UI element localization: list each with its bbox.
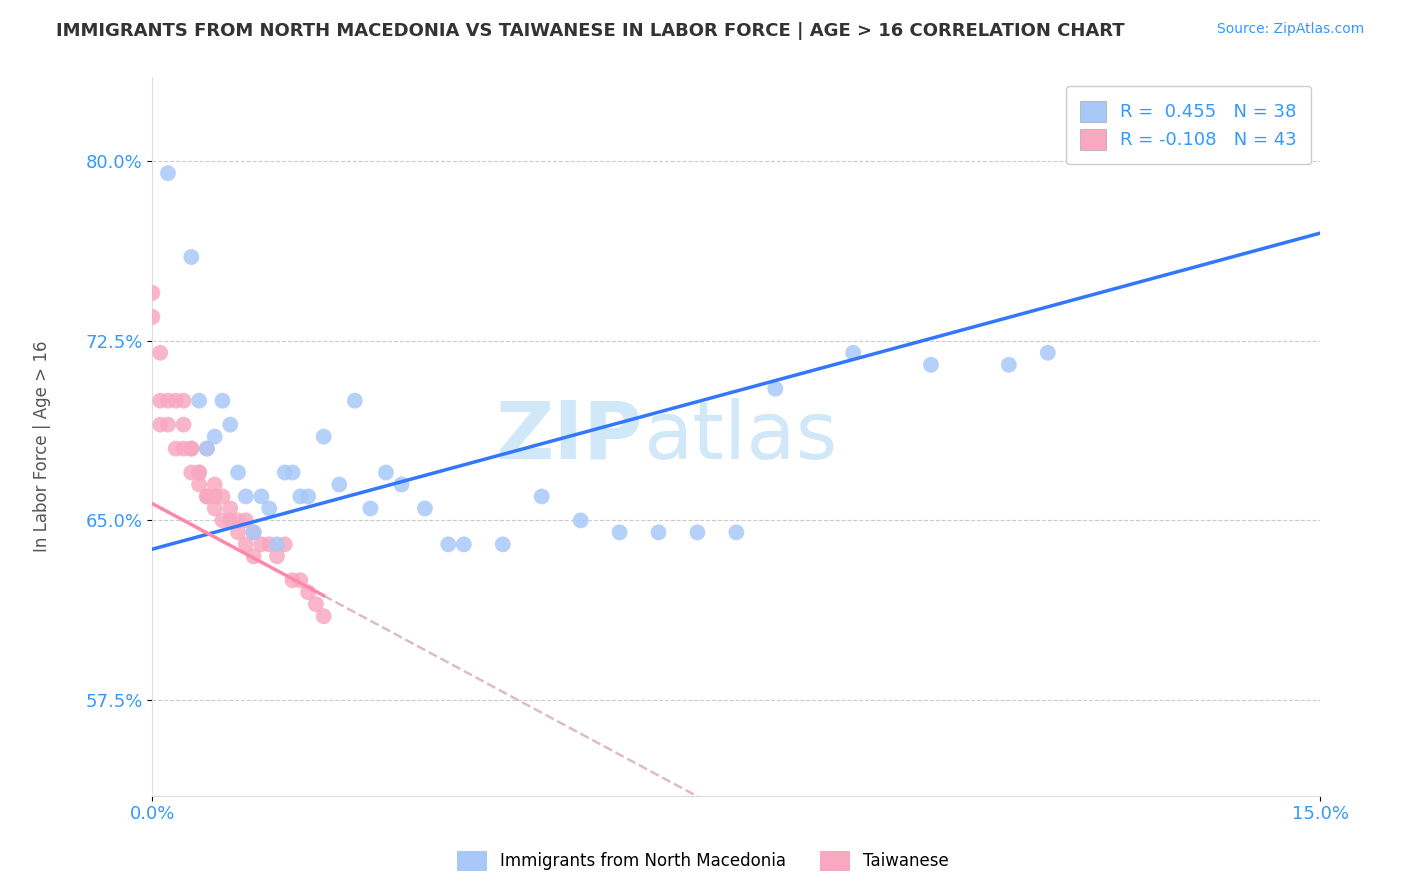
Point — [257, 501, 280, 516]
Point — [492, 537, 515, 551]
Point — [195, 442, 218, 456]
Point — [453, 537, 475, 551]
Text: atlas: atlas — [643, 398, 838, 475]
Text: Source: ZipAtlas.com: Source: ZipAtlas.com — [1216, 22, 1364, 37]
Point — [141, 310, 163, 324]
Point — [763, 382, 786, 396]
Point — [359, 501, 381, 516]
Point — [226, 466, 249, 480]
Point — [305, 597, 328, 611]
Point — [437, 537, 460, 551]
Point — [413, 501, 436, 516]
Point — [226, 513, 249, 527]
Point — [235, 513, 257, 527]
Point — [204, 490, 226, 504]
Point — [250, 490, 273, 504]
Point — [274, 537, 297, 551]
Point — [165, 442, 187, 456]
Text: In Labor Force | Age > 16: In Labor Force | Age > 16 — [34, 340, 51, 552]
Point — [173, 417, 195, 432]
Point — [725, 525, 748, 540]
Point — [250, 537, 273, 551]
Point — [569, 513, 592, 527]
Point — [219, 513, 242, 527]
Point — [266, 549, 288, 564]
Point — [219, 417, 242, 432]
Point — [290, 490, 312, 504]
Point — [235, 537, 257, 551]
Point — [219, 501, 242, 516]
Point — [188, 466, 211, 480]
Point — [686, 525, 709, 540]
Point — [141, 285, 163, 300]
Point — [920, 358, 942, 372]
Point — [375, 466, 398, 480]
Point — [188, 393, 211, 408]
Legend: R =  0.455   N = 38, R = -0.108   N = 43: R = 0.455 N = 38, R = -0.108 N = 43 — [1066, 87, 1312, 164]
Point — [312, 609, 335, 624]
Point — [328, 477, 350, 491]
Point — [165, 393, 187, 408]
Point — [391, 477, 413, 491]
Point — [1036, 346, 1059, 360]
Text: IMMIGRANTS FROM NORTH MACEDONIA VS TAIWANESE IN LABOR FORCE | AGE > 16 CORRELATI: IMMIGRANTS FROM NORTH MACEDONIA VS TAIWA… — [56, 22, 1125, 40]
Point — [842, 346, 865, 360]
Point — [242, 525, 264, 540]
Point — [235, 490, 257, 504]
Point — [530, 490, 553, 504]
Point — [343, 393, 366, 408]
Point — [998, 358, 1021, 372]
Point — [188, 477, 211, 491]
Point — [281, 574, 304, 588]
Point — [290, 574, 312, 588]
Point — [242, 525, 264, 540]
Point — [211, 490, 233, 504]
Point — [204, 429, 226, 443]
Point — [149, 393, 172, 408]
Point — [242, 549, 264, 564]
Point — [312, 429, 335, 443]
Point — [195, 490, 218, 504]
Point — [211, 393, 233, 408]
Point — [204, 501, 226, 516]
Point — [257, 537, 280, 551]
Point — [180, 442, 202, 456]
Point — [266, 537, 288, 551]
Legend: Immigrants from North Macedonia, Taiwanese: Immigrants from North Macedonia, Taiwane… — [449, 842, 957, 880]
Point — [188, 466, 211, 480]
Point — [180, 442, 202, 456]
Point — [149, 417, 172, 432]
Point — [204, 477, 226, 491]
Point — [226, 525, 249, 540]
Point — [173, 442, 195, 456]
Point — [156, 166, 179, 180]
Point — [647, 525, 669, 540]
Point — [156, 393, 179, 408]
Point — [149, 346, 172, 360]
Point — [274, 466, 297, 480]
Point — [156, 417, 179, 432]
Point — [281, 466, 304, 480]
Point — [180, 250, 202, 264]
Point — [195, 442, 218, 456]
Text: ZIP: ZIP — [496, 398, 643, 475]
Point — [297, 490, 319, 504]
Point — [609, 525, 631, 540]
Point — [211, 513, 233, 527]
Point — [173, 393, 195, 408]
Point — [180, 466, 202, 480]
Point — [297, 585, 319, 599]
Point — [195, 490, 218, 504]
